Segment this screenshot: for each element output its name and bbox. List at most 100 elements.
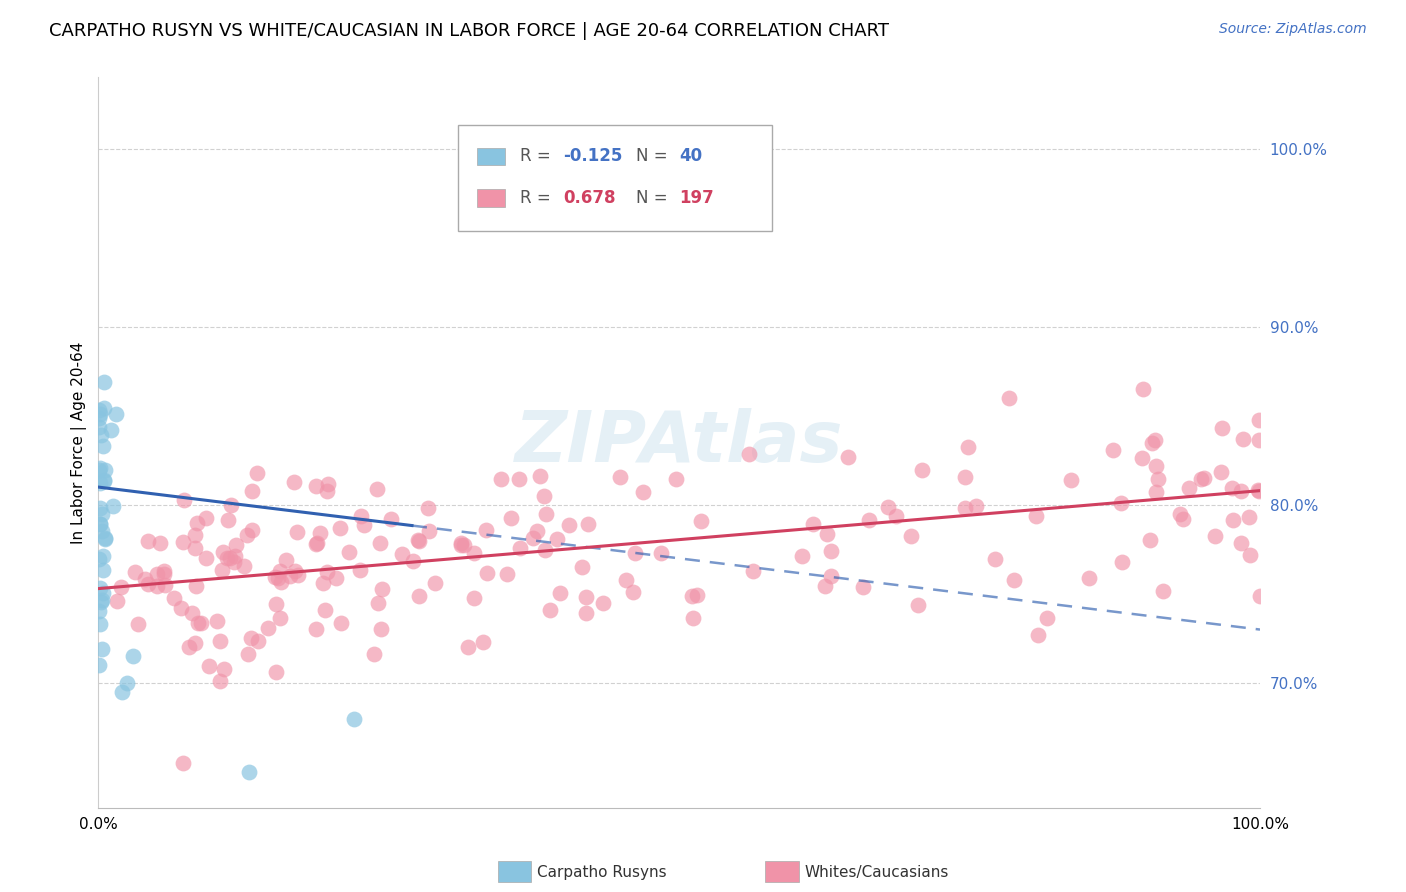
Point (89, 552, 111, 566)
Point (212, 544, 235, 558)
Point (1109, 496, 1132, 510)
Point (224, 549, 246, 563)
Point (546, 532, 568, 546)
Point (330, 616, 353, 631)
Point (179, 640, 201, 655)
Point (136, 533, 159, 548)
Point (190, 615, 212, 630)
Point (463, 546, 485, 560)
Point (183, 636, 205, 650)
Point (741, 564, 763, 578)
Point (1239, 549, 1261, 563)
Point (575, 606, 598, 620)
Point (416, 501, 439, 516)
Point (1211, 420, 1233, 434)
Point (623, 546, 645, 560)
Point (90, 595, 112, 609)
Point (349, 563, 371, 577)
FancyBboxPatch shape (458, 125, 772, 231)
Point (1060, 473, 1083, 487)
Point (238, 765, 260, 780)
Point (235, 528, 257, 542)
Point (89, 476, 111, 491)
Point (195, 511, 218, 525)
Point (496, 566, 519, 581)
Point (94, 531, 117, 545)
Point (94, 533, 117, 547)
Point (127, 617, 149, 632)
Point (316, 484, 339, 499)
Point (278, 569, 301, 583)
Point (418, 524, 440, 538)
Point (814, 579, 837, 593)
Point (93, 439, 115, 453)
Point (172, 756, 194, 771)
Point (837, 450, 859, 464)
Point (219, 498, 242, 512)
Point (370, 622, 392, 636)
Point (316, 477, 339, 491)
Point (187, 616, 209, 631)
Point (91, 593, 114, 607)
Point (138, 577, 160, 591)
Point (953, 470, 976, 484)
Point (368, 535, 391, 549)
Point (790, 549, 813, 564)
Point (314, 602, 336, 616)
Point (269, 611, 291, 625)
Point (1111, 555, 1133, 569)
Point (509, 541, 531, 555)
Point (325, 571, 347, 585)
Point (89, 408, 111, 422)
Point (1025, 508, 1047, 523)
Point (522, 531, 544, 545)
Point (1189, 472, 1212, 486)
Point (631, 484, 654, 499)
Point (1146, 472, 1168, 486)
Point (146, 579, 169, 593)
Point (686, 588, 709, 602)
Text: 0.678: 0.678 (562, 189, 616, 207)
Point (1232, 433, 1254, 447)
Point (526, 524, 548, 538)
Point (474, 524, 496, 538)
Point (682, 610, 704, 624)
Point (1168, 508, 1191, 522)
Point (343, 712, 366, 726)
Point (371, 582, 394, 596)
Point (239, 631, 262, 645)
Point (170, 600, 193, 615)
Point (89, 581, 111, 595)
Point (538, 603, 561, 617)
Point (104, 407, 127, 421)
Point (257, 621, 280, 635)
Text: R =: R = (520, 147, 555, 165)
Point (93, 376, 115, 390)
Point (110, 580, 132, 594)
Point (264, 665, 287, 679)
Point (529, 469, 551, 483)
Point (305, 479, 328, 493)
Point (284, 565, 307, 579)
Point (219, 550, 242, 565)
Point (337, 544, 360, 558)
Point (232, 559, 254, 574)
Point (366, 482, 388, 496)
Point (665, 472, 688, 486)
Point (89, 658, 111, 673)
Point (575, 590, 598, 604)
Point (900, 529, 922, 543)
Point (311, 575, 333, 590)
Point (955, 501, 977, 516)
Point (406, 533, 429, 548)
Point (90, 641, 112, 656)
Point (212, 662, 235, 676)
Point (1247, 413, 1270, 427)
Point (93, 475, 115, 489)
Point (309, 526, 332, 541)
Point (153, 566, 176, 581)
Point (815, 526, 838, 541)
Point (408, 589, 430, 603)
Point (205, 614, 228, 628)
Point (172, 534, 194, 549)
